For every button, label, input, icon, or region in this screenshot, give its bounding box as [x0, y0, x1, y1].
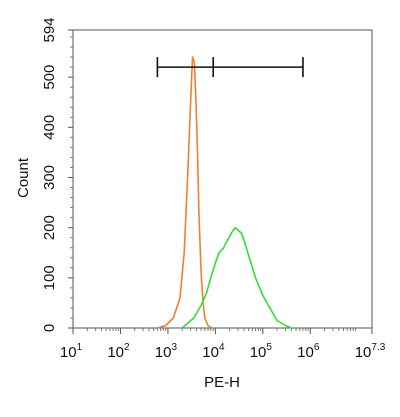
- x-tick-label: 101: [60, 342, 83, 361]
- x-tick-label: 107.3: [355, 342, 386, 361]
- plot-area-border: [72, 29, 373, 329]
- series-line-1: [157, 56, 213, 329]
- x-tick-label: 105: [250, 342, 273, 361]
- plot-frame: [72, 29, 373, 329]
- y-axis: 0 100 200 300 400 500 594: [41, 17, 73, 332]
- x-tick-label: 104: [202, 342, 225, 361]
- series-line-2: [181, 226, 292, 329]
- y-tick-label: 0: [41, 324, 58, 332]
- gate-marker: [156, 57, 304, 78]
- x-tick-label: 103: [155, 342, 178, 361]
- x-axis: 101 102 103 104 105 106 107.3: [60, 328, 386, 361]
- x-tick-label: 106: [297, 342, 320, 361]
- series-layer: [157, 56, 292, 329]
- y-tick-label: 400: [41, 115, 58, 140]
- y-tick-label: 500: [41, 65, 58, 90]
- x-axis-title: PE-H: [204, 374, 240, 391]
- y-tick-label: 300: [41, 165, 58, 190]
- y-axis-title: Count: [15, 157, 32, 198]
- y-tick-label: 100: [41, 265, 58, 290]
- y-tick-label: 594: [41, 17, 58, 42]
- y-tick-label: 200: [41, 215, 58, 240]
- x-tick-label: 102: [107, 342, 130, 361]
